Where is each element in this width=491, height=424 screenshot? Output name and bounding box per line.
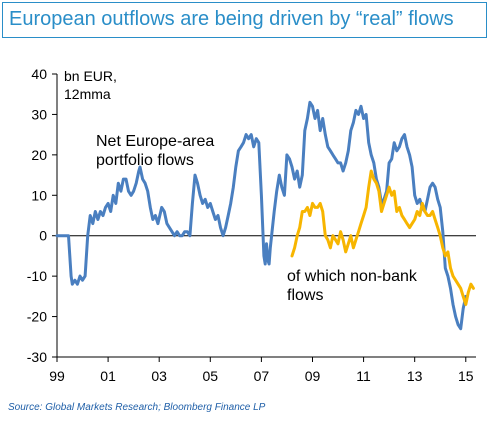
- series-label-net-europe: portfolio flows: [96, 152, 194, 169]
- x-tick-label: 15: [458, 368, 474, 384]
- y-tick-label: 40: [31, 66, 47, 82]
- y-tick-label: -30: [27, 349, 47, 365]
- y-tick-label: -20: [27, 309, 47, 325]
- x-tick-label: 11: [356, 368, 371, 384]
- series-label-net-europe: Net Europe-area: [96, 133, 214, 150]
- title-frame: European outflows are being driven by “r…: [2, 2, 487, 38]
- annotations: bn EUR, 12mma Net Europe-area portfolio flo…: [64, 68, 418, 304]
- x-tick-label: 07: [254, 368, 270, 384]
- y-axis-label: 12mma: [64, 86, 111, 102]
- y-tick-label: 30: [31, 106, 47, 122]
- x-tick-label: 01: [100, 368, 116, 384]
- series-label-non-bank: of which non-bank: [287, 268, 418, 285]
- chart-title: European outflows are being driven by “r…: [9, 8, 454, 30]
- y-tick-label: -10: [27, 268, 47, 284]
- x-tick-label: 03: [151, 368, 167, 384]
- series-line-net-europe: [55, 100, 468, 331]
- source-note: Source: Global Markets Research; Bloombe…: [8, 402, 266, 413]
- series-lines: [55, 100, 475, 331]
- y-tick-label: 0: [39, 228, 47, 244]
- x-tick-label: 13: [407, 368, 423, 384]
- series-line-non-bank: [290, 169, 475, 306]
- x-tick-label: 05: [203, 368, 219, 384]
- x-tick-label: 99: [49, 368, 65, 384]
- series-label-non-bank: flows: [287, 287, 323, 304]
- x-tick-label: 09: [305, 368, 321, 384]
- y-axis-label: bn EUR,: [64, 68, 117, 84]
- y-tick-label: 10: [31, 187, 47, 203]
- y-tick-label: 20: [31, 147, 47, 163]
